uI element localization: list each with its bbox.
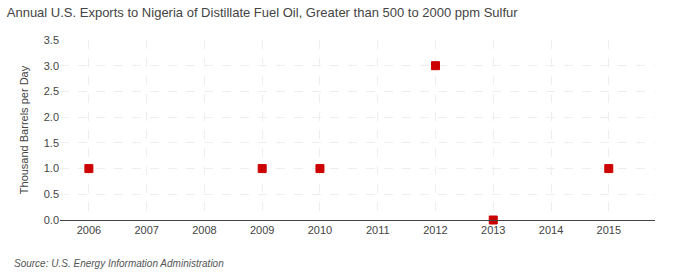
svg-text:2.5: 2.5 bbox=[44, 85, 59, 97]
svg-text:Thousand Barrels per Day: Thousand Barrels per Day bbox=[18, 65, 30, 194]
svg-text:2015: 2015 bbox=[597, 224, 621, 236]
svg-text:0.5: 0.5 bbox=[44, 188, 59, 200]
svg-text:2013: 2013 bbox=[481, 224, 505, 236]
svg-text:2009: 2009 bbox=[250, 224, 274, 236]
svg-text:3.0: 3.0 bbox=[44, 60, 59, 72]
svg-text:0.0: 0.0 bbox=[44, 214, 59, 226]
svg-text:2007: 2007 bbox=[134, 224, 158, 236]
svg-text:2012: 2012 bbox=[423, 224, 447, 236]
svg-text:Annual U.S. Exports to Nigeria: Annual U.S. Exports to Nigeria of Distil… bbox=[7, 5, 519, 20]
svg-text:2.0: 2.0 bbox=[44, 111, 59, 123]
svg-text:2011: 2011 bbox=[366, 224, 390, 236]
svg-text:1.5: 1.5 bbox=[44, 137, 59, 149]
svg-text:2014: 2014 bbox=[539, 224, 563, 236]
svg-text:2010: 2010 bbox=[308, 224, 332, 236]
svg-text:2008: 2008 bbox=[192, 224, 216, 236]
svg-text:3.5: 3.5 bbox=[44, 34, 59, 46]
svg-text:Source: U.S. Energy Informatio: Source: U.S. Energy Information Administ… bbox=[14, 258, 224, 269]
svg-text:2006: 2006 bbox=[77, 224, 101, 236]
svg-text:1.0: 1.0 bbox=[44, 162, 59, 174]
